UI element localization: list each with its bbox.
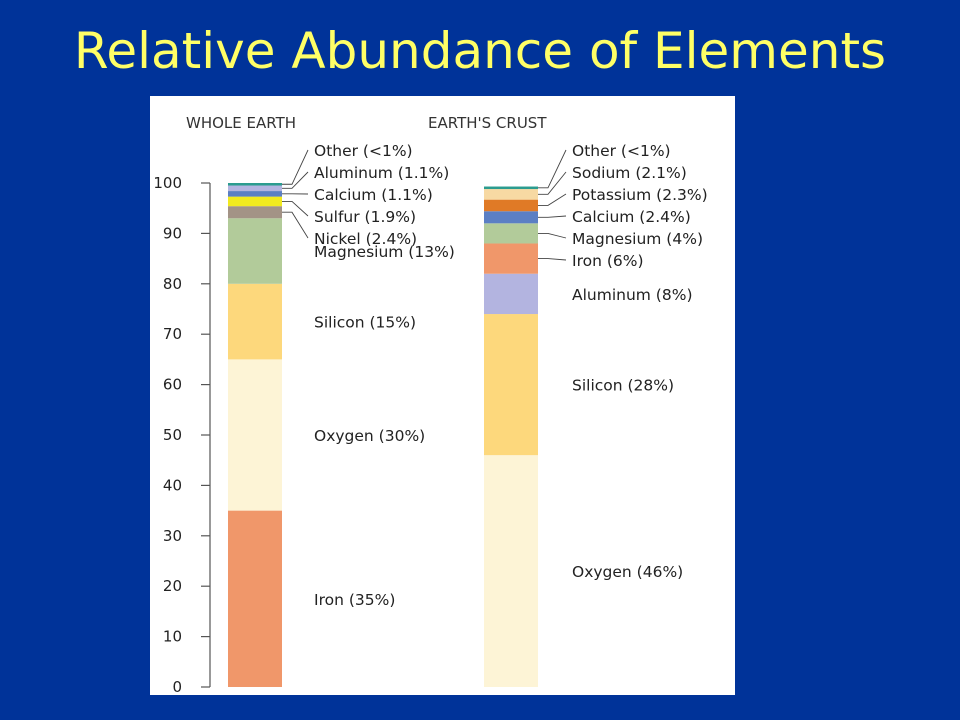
segment-label: Magnesium (13%): [314, 243, 455, 261]
y-tick-label: 100: [153, 174, 182, 192]
bar-segment-sodium: [484, 189, 538, 200]
segment-label: Aluminum (1.1%): [314, 164, 449, 182]
segment-label: Sulfur (1.9%): [314, 208, 416, 226]
segment-label: Other (<1%): [314, 142, 413, 160]
bar-segment-oxygen: [228, 359, 282, 511]
leader-line: [538, 232, 567, 239]
leader-line: [538, 215, 567, 218]
bars: [228, 183, 538, 687]
segment-label: Sodium (2.1%): [572, 164, 687, 182]
y-tick-label: 20: [163, 577, 182, 595]
segment-label: Iron (6%): [572, 252, 644, 270]
segment-label: Nickel (2.4%): [314, 230, 417, 248]
y-tick-label: 90: [163, 224, 182, 242]
y-tick-label: 60: [163, 376, 182, 394]
leader-line: [538, 258, 567, 261]
bar-segment-aluminum: [228, 185, 282, 192]
y-axis: 0 10 20 30 40 50 60 70 80 90 100: [153, 174, 211, 695]
segment-label: Oxygen (30%): [314, 427, 425, 445]
segment-label: Other (<1%): [572, 142, 671, 160]
bar-segment-silicon: [228, 283, 282, 360]
abundance-chart: WHOLE EARTH EARTH'S CRUST 0 10 20 30 40 50 60 7…: [153, 114, 708, 695]
bar-segment-aluminum: [484, 273, 538, 315]
segment-label: Silicon (15%): [314, 314, 416, 332]
segment-label: Magnesium (4%): [572, 230, 703, 248]
y-tick-label: 10: [163, 628, 182, 646]
segment-label: Potassium (2.3%): [572, 186, 708, 204]
bar-segment-potassium: [484, 199, 538, 212]
leader-line: [282, 149, 309, 185]
bar-segment-sulfur: [228, 196, 282, 207]
segment-label: Calcium (2.4%): [572, 208, 691, 226]
bar-segment-magnesium: [484, 223, 538, 244]
bar-segment-calcium: [484, 211, 538, 224]
segment-labels: Iron (35%) Oxygen (30%) Silicon (15%) Magne…: [282, 142, 708, 609]
segment-label: Iron (35%): [314, 591, 395, 609]
leader-line: [282, 200, 309, 217]
y-tick-label: 50: [163, 426, 182, 444]
y-tick-label: 70: [163, 325, 182, 343]
y-tick-label: 40: [163, 476, 182, 494]
bar-segment-other: [484, 186, 538, 190]
leader-line: [538, 149, 567, 189]
segment-label: Calcium (1.1%): [314, 186, 433, 204]
leader-line: [538, 171, 567, 195]
bar-segment-calcium: [228, 191, 282, 197]
y-tick-label: 80: [163, 275, 182, 293]
y-tick-label: 30: [163, 527, 182, 545]
leader-line: [282, 171, 309, 189]
whole-earth-title: WHOLE EARTH: [186, 114, 296, 132]
slide-title: Relative Abundance of Elements: [73, 22, 887, 80]
bar-segment-oxygen: [484, 455, 538, 687]
segment-label: Aluminum (8%): [572, 286, 693, 304]
chart-panel: WHOLE EARTH EARTH'S CRUST 0 10 20 30 40 50 60 7…: [150, 96, 735, 695]
y-tick-label: 0: [172, 678, 182, 695]
segment-label: Oxygen (46%): [572, 563, 683, 581]
bar-segment-magnesium: [228, 218, 282, 284]
bar-segment-iron: [484, 243, 538, 274]
bar-segment-iron: [228, 510, 282, 687]
bar-segment-nickel: [228, 206, 282, 219]
bar-segment-silicon: [484, 314, 538, 456]
bar-segment-other: [228, 183, 282, 186]
segment-label: Silicon (28%): [572, 377, 674, 395]
leader-line: [282, 211, 309, 239]
earth-crust-title: EARTH'S CRUST: [428, 114, 547, 132]
leader-line: [538, 193, 567, 206]
